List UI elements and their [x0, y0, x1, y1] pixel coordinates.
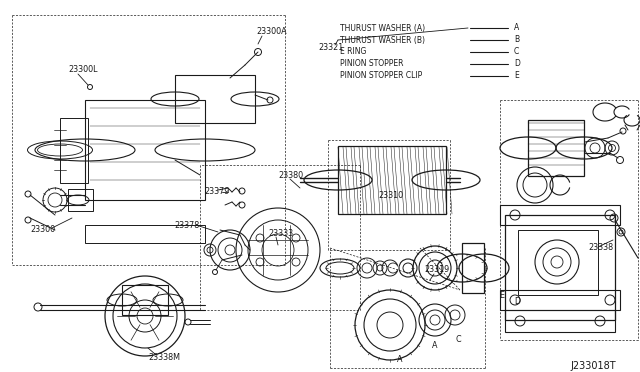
Text: C: C [456, 336, 461, 344]
Text: 23300: 23300 [30, 225, 55, 234]
Text: C: C [514, 48, 519, 57]
Text: A: A [514, 23, 519, 32]
Bar [500, 290, 620, 310]
Text: THURUST WASHER (B): THURUST WASHER (B) [340, 35, 425, 45]
Bar [60, 118, 88, 183]
Bar [122, 285, 168, 315]
Text: D: D [514, 298, 520, 307]
Text: 23300L: 23300L [68, 65, 97, 74]
Bar [500, 205, 620, 225]
Bar [462, 243, 484, 293]
Text: E RING: E RING [340, 48, 366, 57]
Text: 23319: 23319 [424, 266, 449, 275]
Text: 23379: 23379 [204, 187, 229, 196]
Text: 23310: 23310 [378, 192, 403, 201]
Text: THURUST WASHER (A): THURUST WASHER (A) [340, 23, 425, 32]
Bar [175, 75, 255, 123]
Text: 23378: 23378 [174, 221, 199, 230]
Text: B: B [514, 35, 519, 45]
Text: 23338: 23338 [588, 243, 613, 251]
Text: 23300A: 23300A [256, 28, 287, 36]
Text: 23333: 23333 [268, 228, 293, 237]
Text: D: D [514, 60, 520, 68]
Text: A: A [432, 340, 438, 350]
Text: E: E [514, 71, 519, 80]
Text: 23321: 23321 [318, 42, 343, 51]
Bar [518, 230, 598, 295]
Text: PINION STOPPER CLIP: PINION STOPPER CLIP [340, 71, 422, 80]
Bar [68, 189, 93, 211]
Text: A: A [397, 356, 403, 365]
Text: J233018T: J233018T [570, 361, 616, 371]
Text: 23338M: 23338M [148, 353, 180, 362]
Bar [85, 100, 205, 200]
Text: 23380: 23380 [278, 170, 303, 180]
Bar [505, 310, 615, 332]
Text: E: E [499, 291, 504, 299]
Bar [528, 120, 584, 176]
Bar [85, 225, 205, 243]
Text: PINION STOPPER: PINION STOPPER [340, 60, 403, 68]
Bar [505, 215, 615, 320]
Bar [338, 146, 446, 214]
